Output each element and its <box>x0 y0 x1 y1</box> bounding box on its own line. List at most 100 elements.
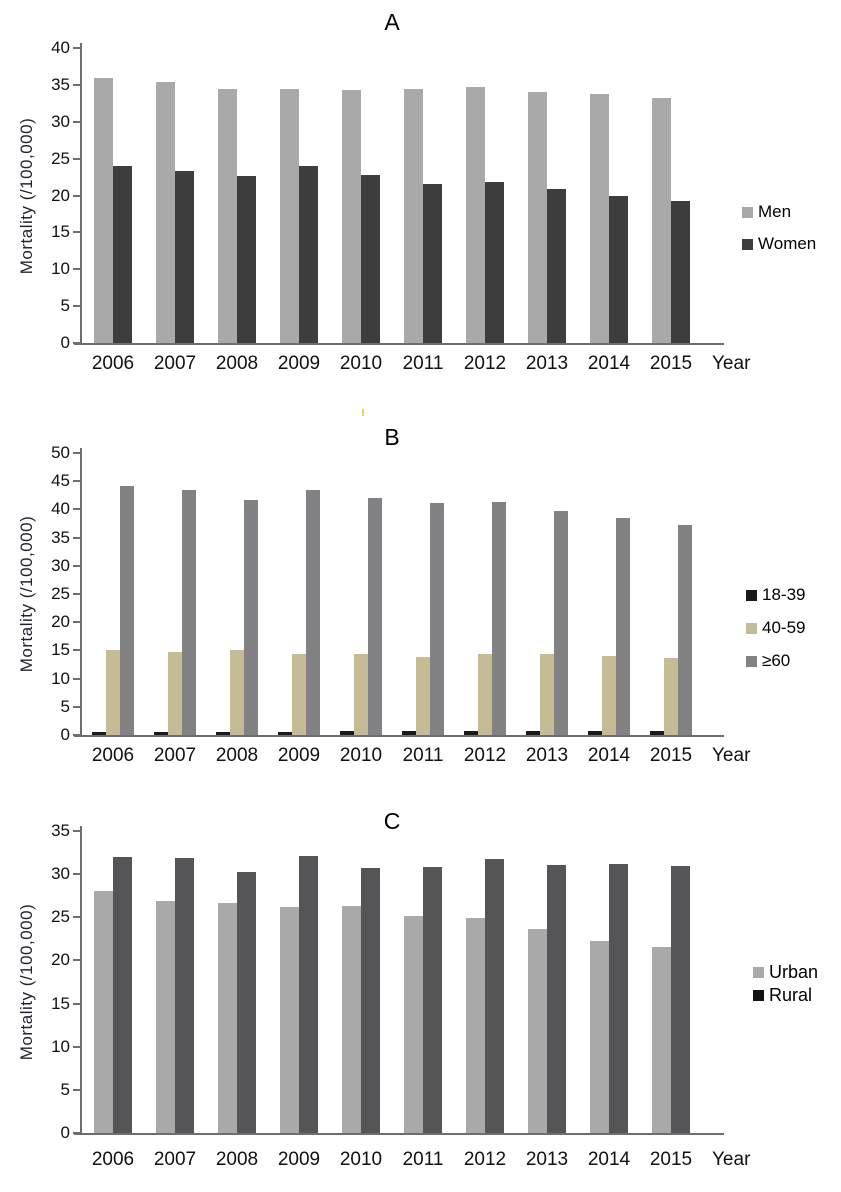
x-category-label: 2014 <box>587 745 631 766</box>
chart-panel-a: A Mortality (/100,000) Year 0 5 10 15 20 25 30… <box>0 0 841 398</box>
bar-group <box>268 48 330 343</box>
legend-label: Men <box>758 202 792 221</box>
legend-swatch-icon <box>753 989 764 1001</box>
bar-ge60 <box>678 525 692 735</box>
bar-group <box>206 453 268 735</box>
y-tick-mark <box>73 157 80 160</box>
legend-item-urban: Urban <box>753 962 818 982</box>
bar-men <box>652 98 671 343</box>
x-category-label: 2008 <box>215 745 259 766</box>
bar-rural <box>671 865 690 1133</box>
y-tick-mark <box>73 536 80 539</box>
bar-rural <box>423 867 442 1133</box>
y-tick-label: 35 <box>51 74 70 94</box>
bar-ge60 <box>368 497 382 735</box>
bar-40-59 <box>354 654 368 735</box>
bar-women <box>113 166 132 343</box>
y-tick-mark <box>73 231 80 234</box>
bar-rural <box>609 863 628 1133</box>
y-tick-mark <box>73 1002 80 1005</box>
y-tick-label: 0 <box>60 725 70 744</box>
bar-urban <box>156 900 175 1133</box>
y-tick-mark <box>73 342 80 344</box>
bar-group <box>330 453 392 735</box>
bar-18-39 <box>464 730 478 735</box>
y-tick-label: 0 <box>60 333 70 352</box>
legend-label: Women <box>758 234 817 253</box>
x-category-label: 2011 <box>402 353 444 374</box>
x-category-label: 2006 <box>91 745 135 766</box>
bar-urban <box>280 906 299 1133</box>
y-tick-label: 10 <box>51 1036 70 1056</box>
bar-40-59 <box>602 656 616 735</box>
y-tick-label: 15 <box>51 222 70 242</box>
y-tick-label: 30 <box>51 555 70 575</box>
y-tick-mark <box>73 621 80 624</box>
bar-40-59 <box>230 650 244 735</box>
legend-item-18-39: 18-39 <box>746 585 805 605</box>
bar-urban <box>404 916 423 1133</box>
y-tick-label: 15 <box>51 993 70 1013</box>
x-category-label: 2008 <box>215 1149 259 1170</box>
y-tick-mark <box>73 593 80 595</box>
bar-group <box>82 453 144 735</box>
bar-women <box>237 176 256 343</box>
x-category-label: 2008 <box>215 353 259 374</box>
x-category-label: 2015 <box>649 745 693 766</box>
bar-group <box>82 831 144 1133</box>
y-tick-mark <box>73 194 80 197</box>
legend-item-rural: Rural <box>753 985 818 1005</box>
bar-40-59 <box>106 649 120 735</box>
y-tick-label: 5 <box>60 296 70 316</box>
legend-swatch-icon <box>746 655 757 667</box>
y-tick-label: 25 <box>51 907 70 927</box>
stray-mark <box>362 409 364 416</box>
bar-18-39 <box>340 730 354 735</box>
legend-swatch-icon <box>753 966 764 978</box>
y-tick-mark <box>73 564 80 567</box>
legend-item-women: Women <box>742 234 816 254</box>
legend-swatch-icon <box>742 238 753 250</box>
bar-group <box>640 831 702 1133</box>
bar-group <box>578 831 640 1133</box>
bar-18-39 <box>278 732 292 735</box>
bar-18-39 <box>92 732 106 735</box>
y-tick-label: 40 <box>51 38 70 57</box>
bar-women <box>485 182 504 343</box>
x-category-label: 2015 <box>649 1149 693 1170</box>
bar-ge60 <box>120 485 134 735</box>
bar-ge60 <box>244 500 258 735</box>
bar-group <box>330 48 392 343</box>
bar-group <box>392 48 454 343</box>
y-tick-label: 0 <box>60 1123 70 1142</box>
y-tick-mark <box>73 677 80 680</box>
y-tick-mark <box>73 916 80 919</box>
bar-group <box>268 831 330 1133</box>
bar-men <box>590 94 609 343</box>
bar-urban <box>528 928 547 1133</box>
legend: Men Women <box>742 202 816 254</box>
bar-ge60 <box>492 501 506 735</box>
x-category-label: 2009 <box>277 353 321 374</box>
legend-label: 18-39 <box>762 585 806 604</box>
x-category-label: 2014 <box>587 353 631 374</box>
y-tick-label: 30 <box>51 864 70 884</box>
bar-group <box>144 453 206 735</box>
y-tick-label: 35 <box>51 821 70 840</box>
y-tick-label: 25 <box>51 584 70 603</box>
bar-group <box>330 831 392 1133</box>
legend-item-ge60: ≥60 <box>746 651 805 671</box>
x-category-label: 2015 <box>649 353 693 374</box>
chart-panel-b: B Mortality (/100,000) Year 0 5 10 15 20 25 30… <box>0 398 841 792</box>
bar-group <box>144 48 206 343</box>
y-tick-label: 10 <box>51 668 70 688</box>
chart-title-c: C <box>383 808 401 834</box>
legend-item-men: Men <box>742 202 816 222</box>
chart-panel-c: C Mortality (/100,000) Year 0 5 10 15 20 25 30… <box>0 792 841 1192</box>
y-tick-label: 20 <box>51 612 70 632</box>
plot-area: Year 0 5 10 15 20 25 30 35 2006 2007 2008 2009 2010 2… <box>51 822 750 1171</box>
legend-label: Rural <box>769 984 813 1005</box>
y-tick-label: 25 <box>51 148 70 168</box>
y-tick-mark <box>73 705 80 708</box>
y-tick-mark <box>73 305 80 308</box>
